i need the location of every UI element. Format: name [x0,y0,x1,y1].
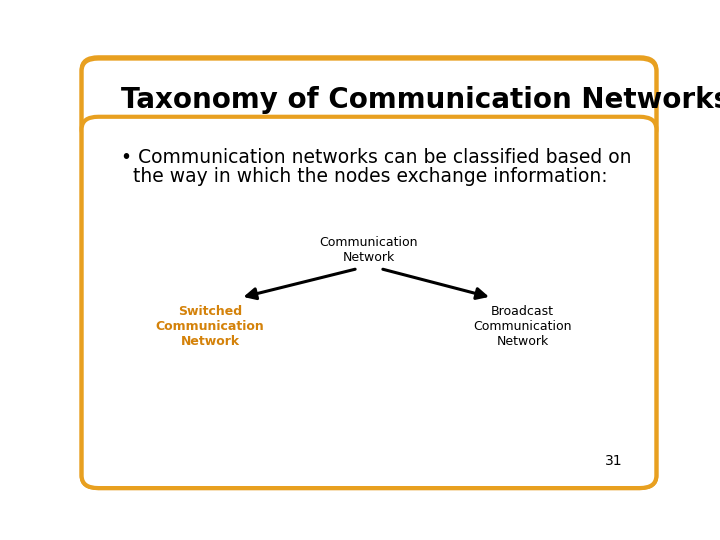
FancyBboxPatch shape [81,58,657,141]
FancyBboxPatch shape [81,117,657,488]
Text: the way in which the nodes exchange information:: the way in which the nodes exchange info… [121,167,607,186]
Text: Broadcast
Communication
Network: Broadcast Communication Network [473,305,572,348]
Bar [107,123,631,131]
Text: Switched
Communication
Network: Switched Communication Network [156,305,264,348]
Text: 31: 31 [606,454,623,468]
Bar [107,119,631,131]
FancyBboxPatch shape [81,57,657,488]
Text: Communication
Network: Communication Network [320,236,418,264]
Text: • Communication networks can be classified based on: • Communication networks can be classifi… [121,148,631,167]
Text: Taxonomy of Communication Networks: Taxonomy of Communication Networks [121,86,720,114]
